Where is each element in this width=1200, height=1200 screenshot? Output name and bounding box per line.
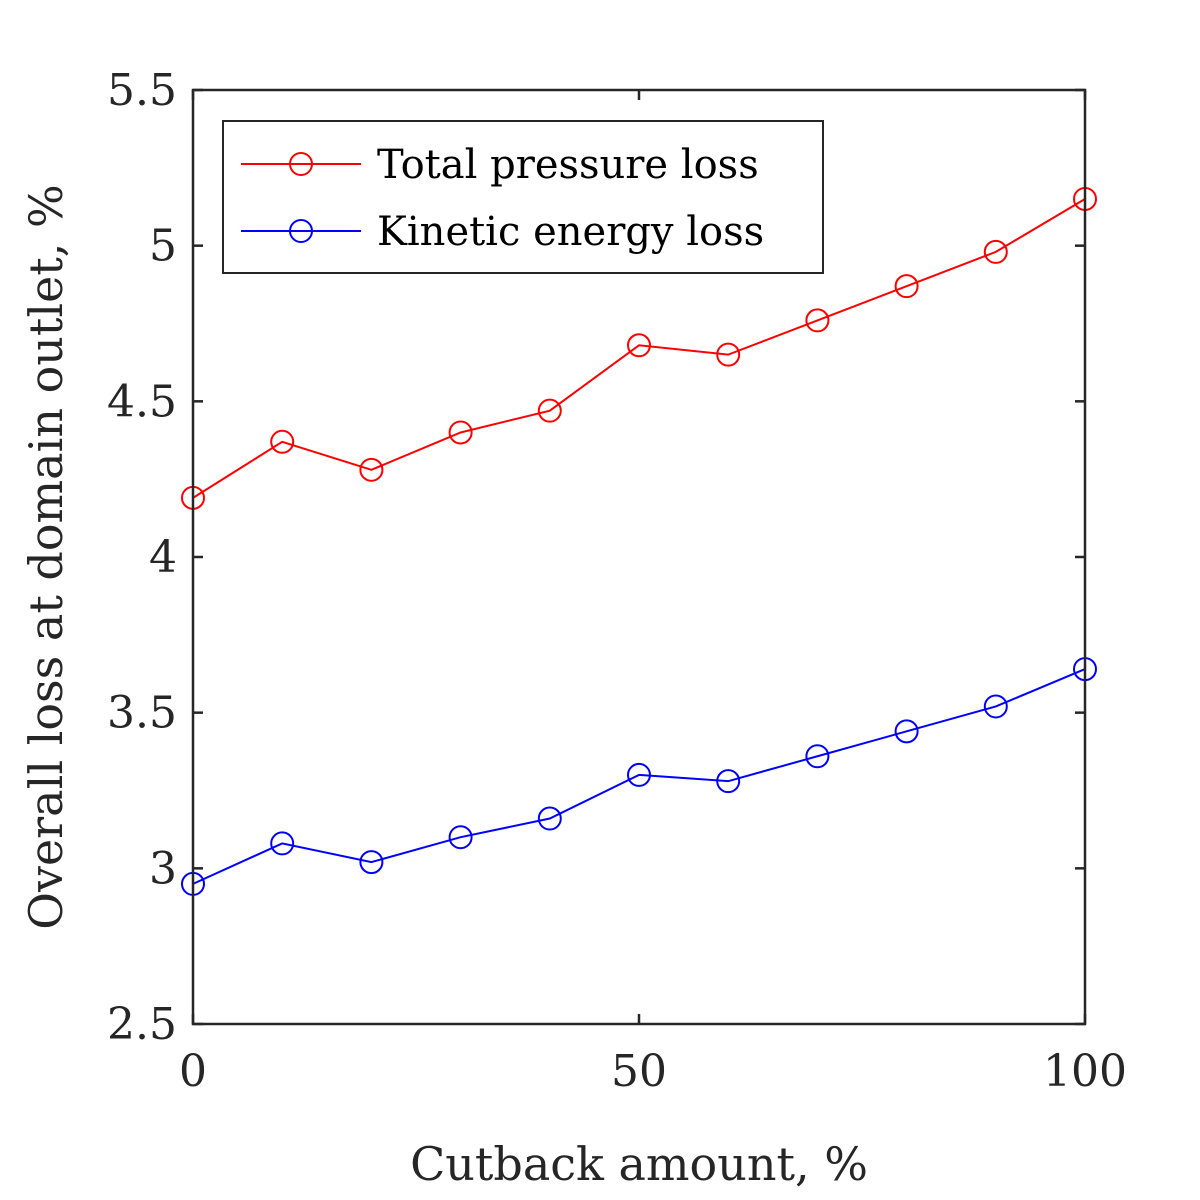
y-axis-title: Overall loss at domain outlet, % (19, 184, 73, 929)
legend-box (222, 120, 824, 274)
y-tick-label: 3.5 (107, 688, 177, 739)
series-1-point (359, 457, 384, 482)
x-tick-label: 50 (611, 1046, 667, 1097)
series-2-point (627, 762, 651, 787)
series-2-point (270, 831, 295, 856)
series-1-line (192, 198, 1086, 499)
series-2 (181, 657, 1097, 896)
x-tick-label: 100 (1043, 1046, 1127, 1097)
y-tick-label: 4.5 (107, 376, 177, 427)
series-2-point (983, 694, 1008, 719)
y-tick-label: 5 (149, 221, 177, 272)
series-1-point (270, 429, 295, 454)
legend-marker (289, 152, 313, 176)
series-1-point (805, 308, 830, 333)
series-1-point (448, 420, 473, 445)
x-axis-title: Cutback amount, % (410, 1137, 868, 1191)
series-2-point (805, 744, 830, 769)
legend-label: Total pressure loss (377, 142, 759, 188)
series-1-point (716, 342, 741, 367)
series-2-point (448, 825, 473, 850)
axes-group: 0 50 100 2.5 3 3.5 4 4.5 5 5.5 (107, 65, 1127, 1097)
y-tick-label: 4 (149, 532, 177, 583)
series-2-point (716, 769, 741, 794)
series-2-point (537, 806, 562, 831)
y-tick-label: 5.5 (107, 65, 177, 116)
series-2-line (192, 668, 1086, 885)
x-tick-label: 0 (179, 1046, 207, 1097)
legend-entry-1: Total pressure loss (241, 142, 759, 188)
y-tick-label: 3 (149, 843, 177, 894)
series-1-point (983, 239, 1008, 264)
series-2-point (894, 719, 919, 744)
legend-marker (289, 219, 313, 243)
y-tick-label: 2.5 (107, 999, 177, 1050)
legend: Total pressure loss Kinetic energy loss (222, 120, 824, 274)
series-2-point (359, 850, 384, 875)
series-1-point (894, 274, 919, 299)
series-1-point (627, 333, 651, 358)
legend-entry-2: Kinetic energy loss (241, 209, 764, 255)
legend-label: Kinetic energy loss (377, 209, 764, 255)
series-1-point (537, 398, 562, 423)
